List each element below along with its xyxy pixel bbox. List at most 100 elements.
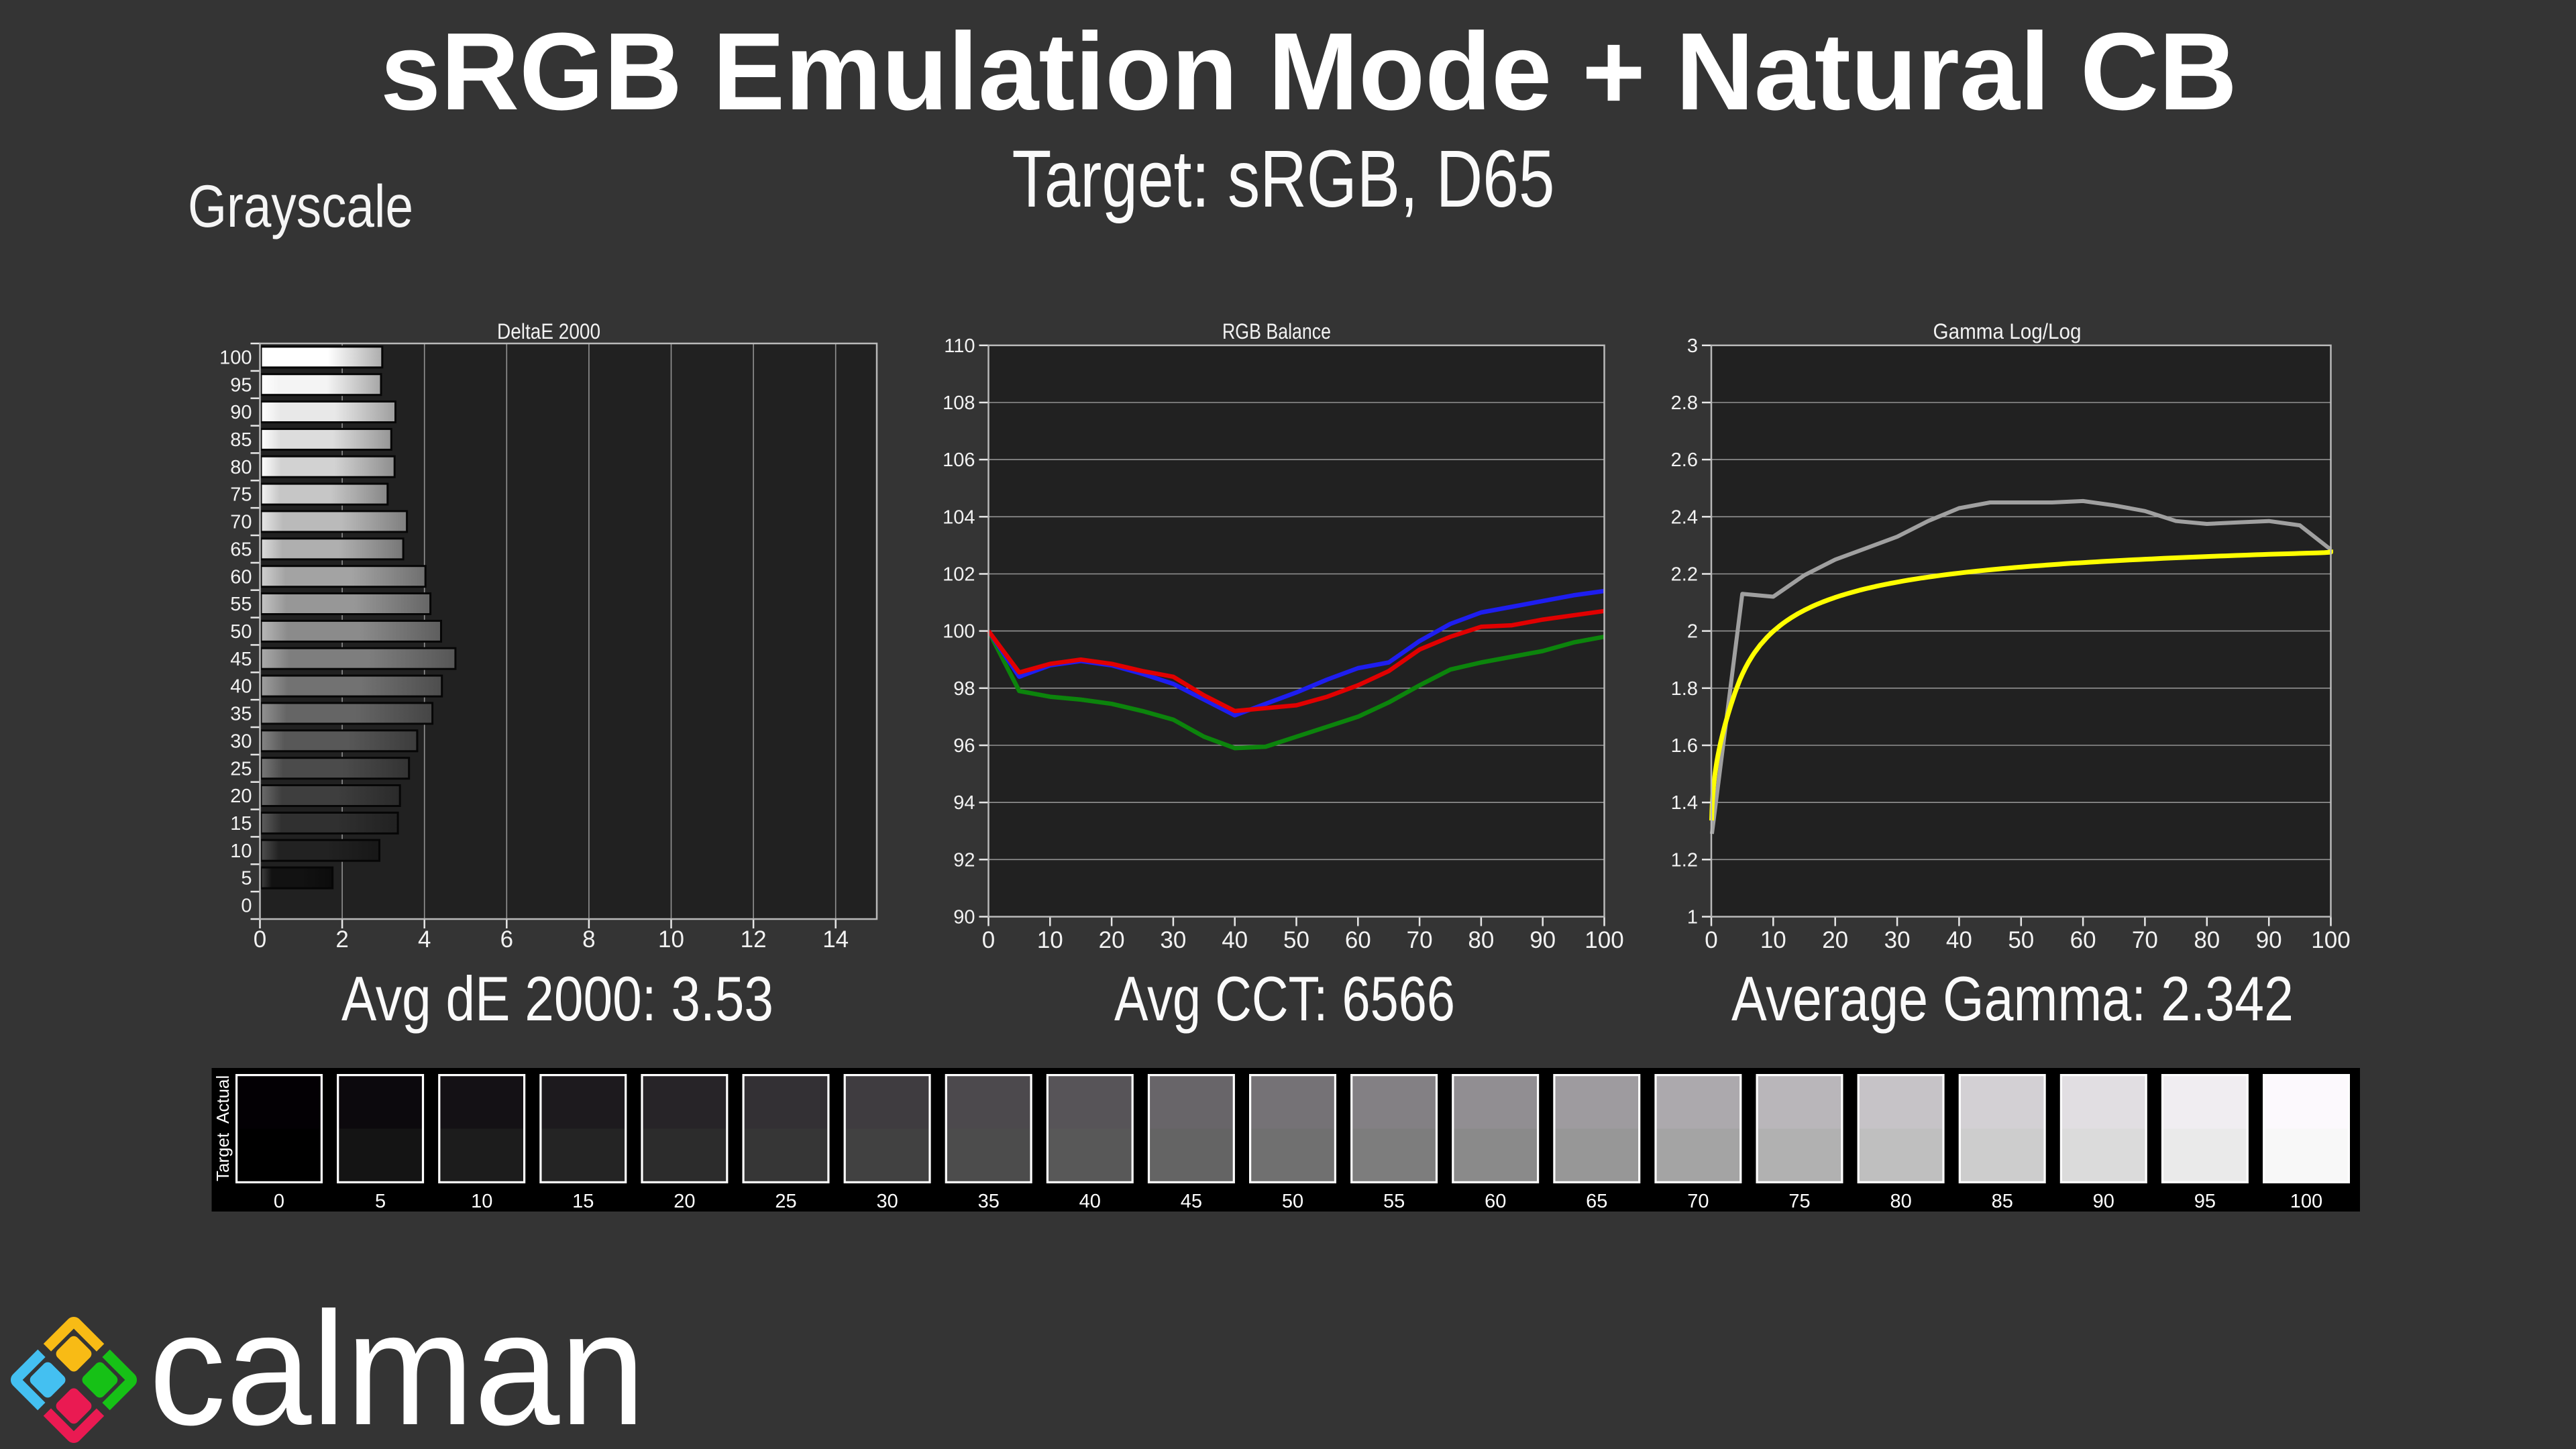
svg-text:55: 55 [230,594,252,615]
svg-text:35: 35 [230,704,252,725]
svg-text:2.4: 2.4 [1671,506,1698,528]
svg-text:98: 98 [953,678,975,700]
svg-text:6: 6 [500,926,513,953]
svg-text:100: 100 [2290,1191,2322,1212]
svg-text:Target: sRGB, D65: Target: sRGB, D65 [1012,133,1555,224]
svg-text:10: 10 [658,926,684,953]
svg-text:60: 60 [1345,927,1371,953]
svg-text:2: 2 [335,926,348,953]
svg-text:45: 45 [230,649,252,670]
svg-text:45: 45 [1181,1191,1202,1212]
svg-text:70: 70 [230,512,252,533]
svg-text:100: 100 [219,347,252,368]
svg-text:Avg dE 2000: 3.53: Avg dE 2000: 3.53 [341,963,773,1034]
svg-text:Avg CCT: 6566: Avg CCT: 6566 [1114,963,1455,1034]
svg-text:15: 15 [230,813,252,835]
svg-text:80: 80 [1890,1191,1911,1212]
svg-text:sRGB Emulation Mode + Natural: sRGB Emulation Mode + Natural CB [380,10,2237,133]
svg-text:1: 1 [1687,907,1698,928]
svg-text:Target: Target [213,1132,233,1181]
svg-text:1.2: 1.2 [1671,849,1698,871]
svg-text:RGB Balance: RGB Balance [1222,319,1331,343]
svg-text:10: 10 [1760,927,1786,953]
svg-text:40: 40 [1079,1191,1101,1212]
svg-text:100: 100 [1585,927,1623,953]
svg-text:1.4: 1.4 [1671,792,1698,814]
svg-text:12: 12 [741,926,767,953]
svg-text:104: 104 [943,506,975,528]
svg-text:3: 3 [1687,335,1698,357]
svg-text:106: 106 [943,449,975,471]
svg-text:50: 50 [230,621,252,643]
svg-text:75: 75 [230,484,252,506]
svg-text:Actual: Actual [213,1075,233,1124]
svg-text:30: 30 [1160,927,1186,953]
svg-text:10: 10 [1037,927,1063,953]
svg-text:0: 0 [1705,927,1717,953]
svg-text:Gamma Log/Log: Gamma Log/Log [1933,319,2082,343]
svg-text:4: 4 [418,926,431,953]
svg-text:2: 2 [1687,621,1698,643]
svg-text:35: 35 [978,1191,1000,1212]
svg-text:80: 80 [2194,927,2220,953]
svg-text:96: 96 [953,735,975,757]
svg-text:102: 102 [943,564,975,586]
svg-text:25: 25 [230,758,252,780]
svg-text:108: 108 [943,392,975,414]
svg-text:0: 0 [241,896,252,917]
svg-text:40: 40 [1222,927,1248,953]
svg-text:50: 50 [1283,927,1309,953]
svg-text:85: 85 [1992,1191,2013,1212]
svg-text:0: 0 [982,927,995,953]
svg-text:5: 5 [241,868,252,890]
svg-text:14: 14 [822,926,849,953]
svg-text:calman: calman [149,1279,645,1449]
svg-text:90: 90 [953,907,975,928]
svg-text:30: 30 [1884,927,1911,953]
svg-text:25: 25 [775,1191,796,1212]
svg-text:20: 20 [1822,927,1848,953]
svg-text:2.8: 2.8 [1671,392,1698,414]
svg-text:60: 60 [1485,1191,1506,1212]
svg-text:Average Gamma: 2.342: Average Gamma: 2.342 [1731,963,2294,1034]
svg-text:90: 90 [230,402,252,423]
svg-text:20: 20 [230,786,252,807]
svg-text:70: 70 [1687,1191,1709,1212]
svg-text:50: 50 [2008,927,2034,953]
svg-text:75: 75 [1788,1191,1810,1212]
svg-text:85: 85 [230,429,252,451]
svg-text:15: 15 [572,1191,594,1212]
svg-text:5: 5 [375,1191,386,1212]
svg-text:80: 80 [1468,927,1494,953]
svg-text:55: 55 [1383,1191,1405,1212]
svg-text:2.2: 2.2 [1671,564,1698,586]
svg-text:60: 60 [2070,927,2096,953]
svg-text:30: 30 [230,731,252,752]
svg-text:95: 95 [2194,1191,2216,1212]
svg-text:10: 10 [230,841,252,862]
svg-text:100: 100 [943,621,975,643]
svg-text:90: 90 [2256,927,2282,953]
svg-text:10: 10 [471,1191,492,1212]
svg-text:Grayscale: Grayscale [188,172,413,239]
svg-text:DeltaE 2000: DeltaE 2000 [497,319,600,343]
svg-text:95: 95 [230,374,252,396]
svg-text:94: 94 [953,792,975,814]
svg-text:110: 110 [944,335,975,357]
svg-text:1.8: 1.8 [1671,678,1698,700]
svg-text:40: 40 [1946,927,1972,953]
svg-text:30: 30 [876,1191,898,1212]
svg-text:8: 8 [582,926,595,953]
svg-text:90: 90 [1529,927,1556,953]
svg-text:70: 70 [2132,927,2158,953]
svg-text:50: 50 [1282,1191,1303,1212]
svg-text:60: 60 [230,566,252,588]
svg-text:70: 70 [1407,927,1433,953]
svg-text:90: 90 [2093,1191,2114,1212]
svg-text:1.6: 1.6 [1671,735,1698,757]
svg-text:65: 65 [1586,1191,1607,1212]
svg-text:20: 20 [674,1191,695,1212]
svg-text:0: 0 [254,926,266,953]
svg-text:2.6: 2.6 [1671,449,1698,471]
svg-text:100: 100 [2311,927,2350,953]
